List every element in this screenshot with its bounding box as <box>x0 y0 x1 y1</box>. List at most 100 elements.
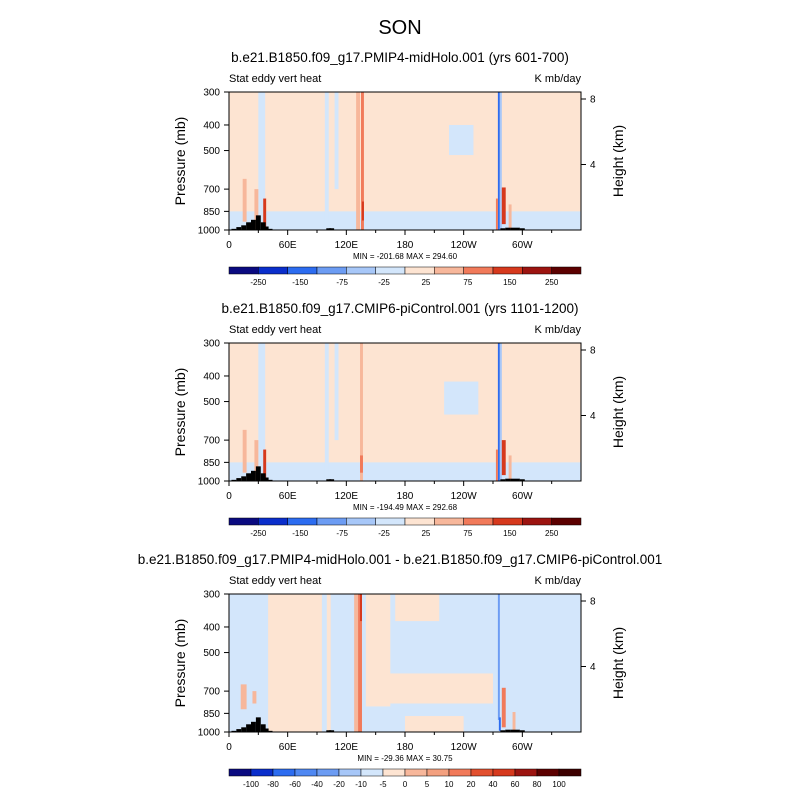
field-feature <box>354 594 359 732</box>
min-max-label: MIN = -29.36 MAX = 30.75 <box>357 754 453 763</box>
field-background <box>229 343 581 481</box>
topography-bar <box>241 225 247 230</box>
topography-bar <box>260 724 266 732</box>
y2-tick-label: 8 <box>590 95 596 106</box>
colorbar-label: -250 <box>250 529 267 538</box>
field-feature <box>263 198 267 229</box>
colorbar-box <box>404 266 435 275</box>
colorbar-box <box>426 768 450 777</box>
topography-bar <box>329 228 335 230</box>
topography-bar <box>515 729 520 732</box>
colorbar-box <box>536 768 560 777</box>
colorbar-box <box>463 266 494 275</box>
y-axis-title: Pressure (mb) <box>172 117 188 206</box>
colorbar-box <box>558 768 582 777</box>
chart-panel-3: b.e21.B1850.f09_g17.PMIP4-midHolo.001 - … <box>138 552 663 789</box>
colorbar-box <box>448 768 472 777</box>
chart-panel-2: b.e21.B1850.f09_g17.CMIP6-piControl.001 … <box>172 301 626 538</box>
colorbar-box <box>316 517 347 526</box>
y-axis-title: Pressure (mb) <box>172 619 188 708</box>
topography-bar <box>231 730 237 732</box>
topography-bar <box>231 479 237 481</box>
field-feature <box>405 716 464 732</box>
y-tick-label: 400 <box>203 622 220 633</box>
right-label: K mb/day <box>535 575 582 587</box>
topography-bar <box>231 228 237 230</box>
colorbar-box <box>228 768 252 777</box>
panel-title: b.e21.B1850.f09_g17.PMIP4-midHolo.001 - … <box>138 552 663 567</box>
topography-bar <box>246 222 251 230</box>
y-tick-label: 500 <box>203 397 220 408</box>
colorbar-box <box>258 517 288 526</box>
field-feature <box>497 92 500 230</box>
y2-axis-title: Height (km) <box>610 376 626 448</box>
topography-bar <box>236 729 242 732</box>
field-feature <box>501 187 506 225</box>
x-tick-label: 180 <box>397 742 414 753</box>
colorbar-label: 0 <box>403 780 408 789</box>
panels: b.e21.B1850.f09_g17.PMIP4-midHolo.001 (y… <box>138 50 663 789</box>
figure-title: SON <box>378 17 421 39</box>
y-tick-label: 300 <box>203 88 220 99</box>
colorbar-box <box>375 266 406 275</box>
colorbar-label: 75 <box>463 278 472 287</box>
x-tick-label: 60E <box>279 742 297 753</box>
colorbar-label: 25 <box>421 278 430 287</box>
colorbar-box <box>250 768 274 777</box>
x-tick-label: 120E <box>335 240 359 251</box>
field-feature <box>242 429 247 473</box>
field-feature <box>497 343 500 481</box>
y-tick-label: 400 <box>203 371 220 382</box>
y-tick-label: 1000 <box>198 477 221 488</box>
field-feature <box>501 687 506 728</box>
colorbar-box <box>434 517 464 526</box>
field-feature <box>444 381 479 415</box>
colorbar-label: -150 <box>292 529 309 538</box>
topography-bar <box>251 721 256 732</box>
y-tick-label: 850 <box>203 207 220 218</box>
field-feature <box>498 717 501 731</box>
topography-bar <box>515 478 520 481</box>
colorbar-label: 150 <box>503 529 517 538</box>
colorbar-label: 100 <box>552 780 566 789</box>
colorbar-label: -25 <box>378 529 390 538</box>
field-feature <box>358 594 362 732</box>
field-feature <box>252 691 257 704</box>
colorbar-label: -25 <box>378 278 390 287</box>
colorbar-box <box>272 768 296 777</box>
field-feature <box>449 124 474 156</box>
field-feature <box>360 594 362 622</box>
colorbar-box <box>316 768 340 777</box>
y-tick-label: 300 <box>203 590 220 601</box>
field-feature <box>395 594 440 622</box>
min-max-label: MIN = -201.68 MAX = 294.60 <box>353 252 458 261</box>
y2-tick-label: 8 <box>590 597 596 608</box>
field-feature <box>324 343 329 481</box>
colorbar-label: -10 <box>355 780 367 789</box>
field-feature <box>254 189 259 230</box>
x-tick-label: 60W <box>512 240 533 251</box>
topography-bar <box>326 228 332 230</box>
y2-tick-label: 4 <box>590 662 596 673</box>
topography-bar <box>329 730 335 732</box>
x-tick-label: 0 <box>226 240 232 251</box>
x-tick-label: 60E <box>279 240 297 251</box>
field-feature <box>499 343 502 481</box>
topography-bar <box>510 478 515 481</box>
colorbar-box <box>375 517 406 526</box>
y2-tick-label: 4 <box>590 160 596 171</box>
topography-bar <box>519 228 525 230</box>
topography-bar <box>519 730 525 732</box>
topography-bar <box>519 479 525 481</box>
topography-bar <box>260 222 266 230</box>
colorbar-box <box>228 517 259 526</box>
x-tick-label: 180 <box>397 491 414 502</box>
field-feature <box>324 92 329 230</box>
topography-bar <box>255 215 261 230</box>
y-tick-label: 400 <box>203 120 220 131</box>
topography-bar <box>515 227 520 230</box>
y-tick-label: 1000 <box>198 226 221 237</box>
field-feature <box>229 462 581 481</box>
colorbar-label: 60 <box>511 780 520 789</box>
